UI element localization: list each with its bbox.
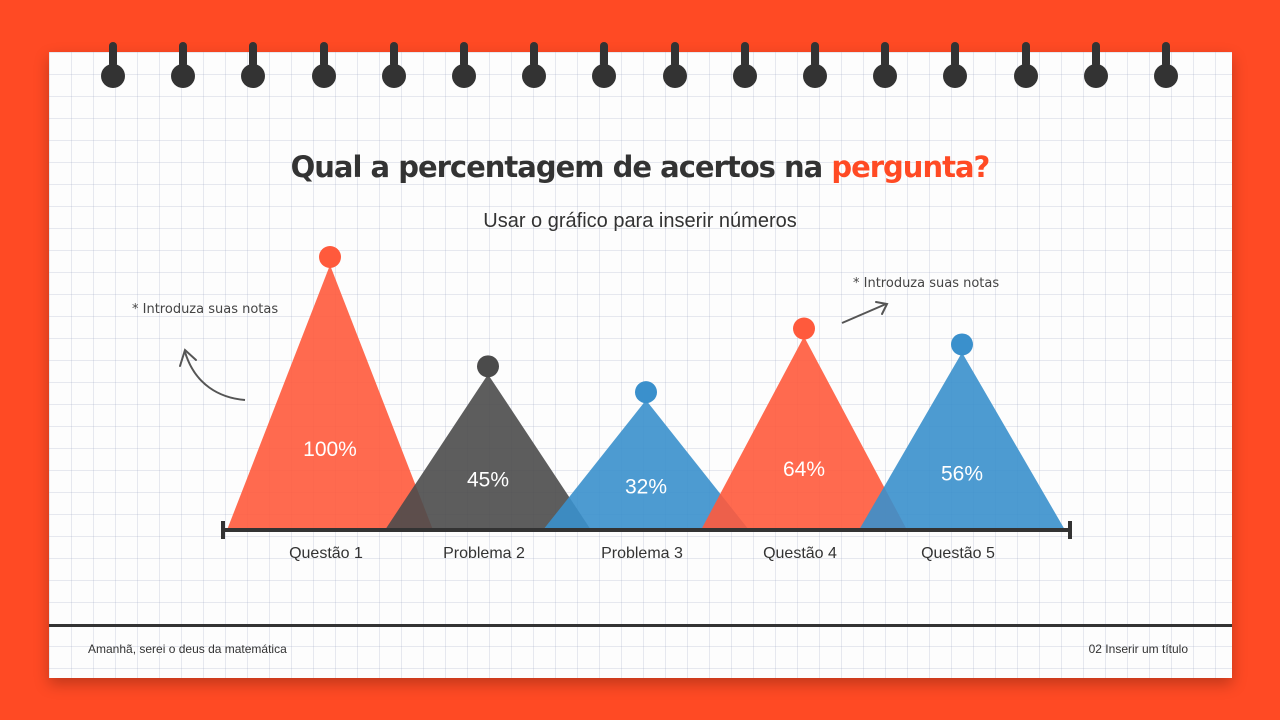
straight-arrow-icon — [841, 303, 887, 324]
category-label: Questão 5 — [921, 545, 995, 562]
curved-arrow-icon — [184, 351, 246, 401]
triangle-bar — [543, 400, 749, 530]
page-subtitle: Usar o gráfico para inserir números — [483, 210, 797, 232]
note-left: * Introduza suas notas — [132, 302, 279, 317]
apex-dot — [319, 246, 341, 268]
curved-arrow-head-icon — [179, 348, 197, 367]
triangle-bar — [859, 352, 1065, 530]
title-main: Qual a percentagem de acertos na — [290, 150, 832, 184]
triangle-bar — [227, 265, 433, 530]
apex-dot — [635, 381, 657, 404]
category-label: Questão 1 — [289, 545, 363, 562]
straight-arrow-head-icon — [875, 301, 889, 315]
value-label: 56% — [941, 462, 983, 485]
value-label: 64% — [783, 458, 825, 481]
footer-left-text: Amanhã, serei o deus da matemática — [88, 642, 287, 656]
apex-dot — [793, 317, 815, 340]
category-label: Questão 4 — [763, 545, 837, 562]
apex-dot — [477, 355, 499, 378]
apex-dot — [951, 333, 973, 356]
page-title: Qual a percentagem de acertos na pergunt… — [0, 150, 1280, 184]
note-right: * Introduza suas notas — [853, 276, 1000, 291]
notebook-page — [49, 52, 1232, 678]
triangle-bar — [701, 336, 907, 530]
title-accent: pergunta? — [831, 150, 990, 184]
category-label: Problema 3 — [601, 545, 683, 562]
footer-right-text: 02 Inserir um título — [1088, 642, 1188, 656]
note-arrows — [179, 301, 889, 401]
footer-divider — [49, 624, 1232, 627]
value-label: 32% — [625, 476, 667, 499]
value-label: 45% — [467, 468, 509, 491]
category-label: Problema 2 — [443, 545, 525, 562]
triangle-bar — [385, 374, 591, 530]
value-label: 100% — [303, 438, 357, 461]
